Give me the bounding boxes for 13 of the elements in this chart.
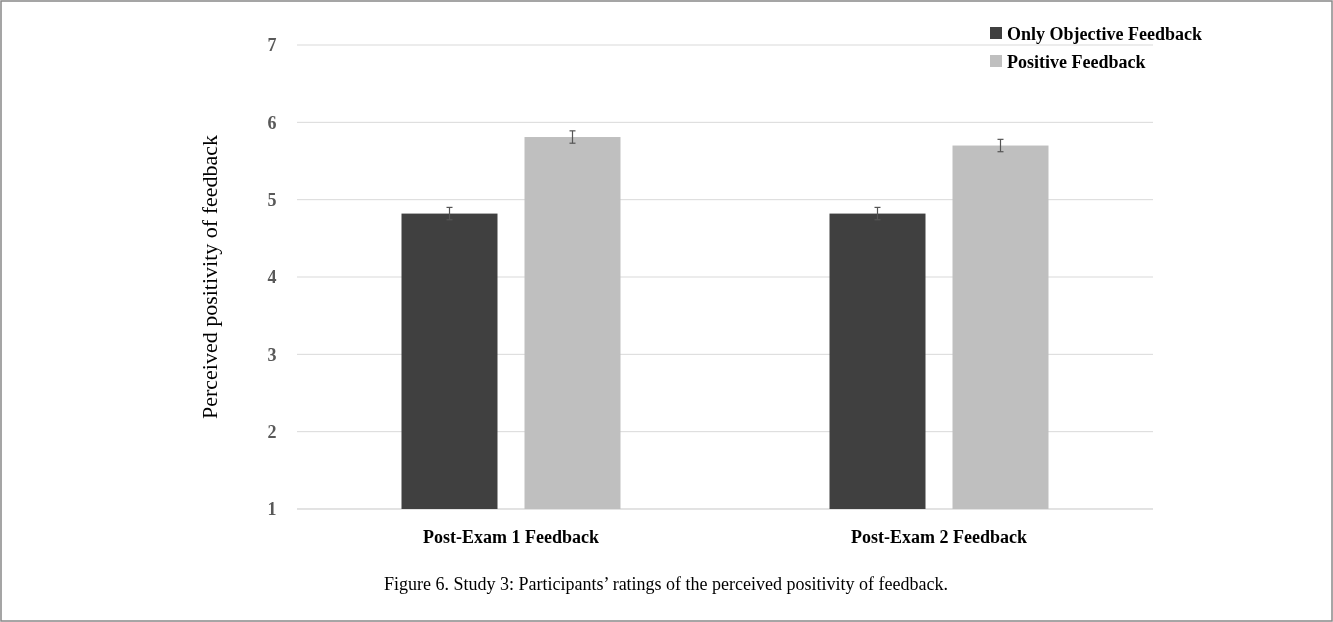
y-tick-label: 5 [267,189,277,210]
legend-label: Positive Feedback [1007,52,1146,73]
y-tick-label: 4 [267,267,277,288]
legend-label: Only Objective Feedback [1007,24,1202,45]
y-tick-label: 1 [267,499,277,520]
y-axis-title: Perceived positivity of feedback [197,134,222,420]
x-tick-label: Post-Exam 2 Feedback [851,527,1027,547]
y-tick-label: 3 [267,344,277,365]
y-tick-label: 6 [267,112,277,133]
y-tick-label: 7 [267,35,277,56]
y-tick-label: 2 [267,421,277,442]
caption: Figure 6. Study 3: Participants’ ratings of the perceived positivity of feedback. [383,574,949,594]
x-tick-label: Post-Exam 1 Feedback [423,527,599,547]
